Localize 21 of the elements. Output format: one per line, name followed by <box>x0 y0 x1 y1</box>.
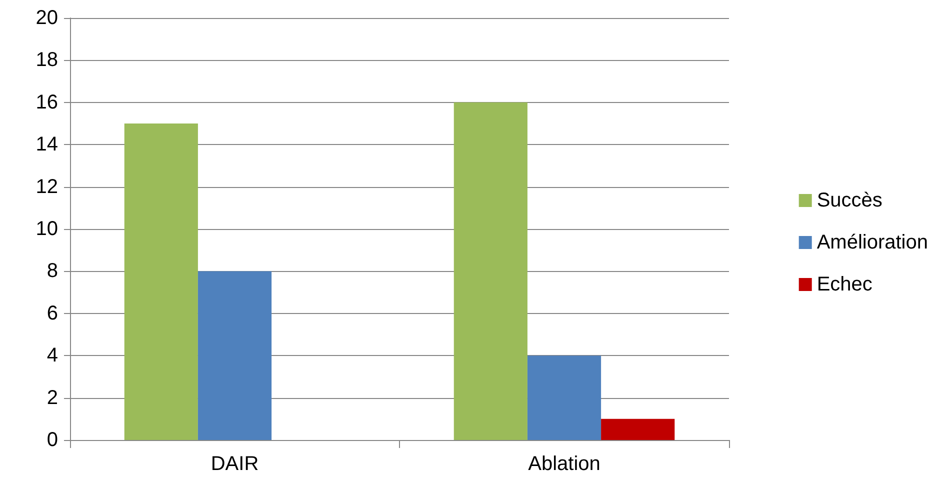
bar <box>601 418 675 440</box>
legend-label: Succès <box>816 190 882 212</box>
y-tick-label: 18 <box>36 49 58 72</box>
y-tick-label: 14 <box>36 134 58 156</box>
x-tick-label: Ablation <box>528 453 600 475</box>
bar <box>527 356 602 440</box>
bar <box>198 271 272 440</box>
y-tick-label: 0 <box>46 429 58 451</box>
x-tick-label: DAIR <box>210 453 259 475</box>
y-tick-label: 4 <box>46 344 58 367</box>
y-tick-label: 20 <box>36 7 58 29</box>
y-tick-label: 12 <box>36 176 58 198</box>
legend-label: Amélioration <box>816 232 928 254</box>
bar <box>454 102 528 440</box>
y-tick-label: 16 <box>36 91 58 114</box>
bar <box>124 124 198 440</box>
y-tick-label: 2 <box>46 386 58 409</box>
legend-label: Echec <box>816 274 872 296</box>
y-tick-label: 6 <box>46 302 58 324</box>
y-tick-label: 8 <box>46 260 58 282</box>
y-tick-label: 10 <box>36 218 58 240</box>
